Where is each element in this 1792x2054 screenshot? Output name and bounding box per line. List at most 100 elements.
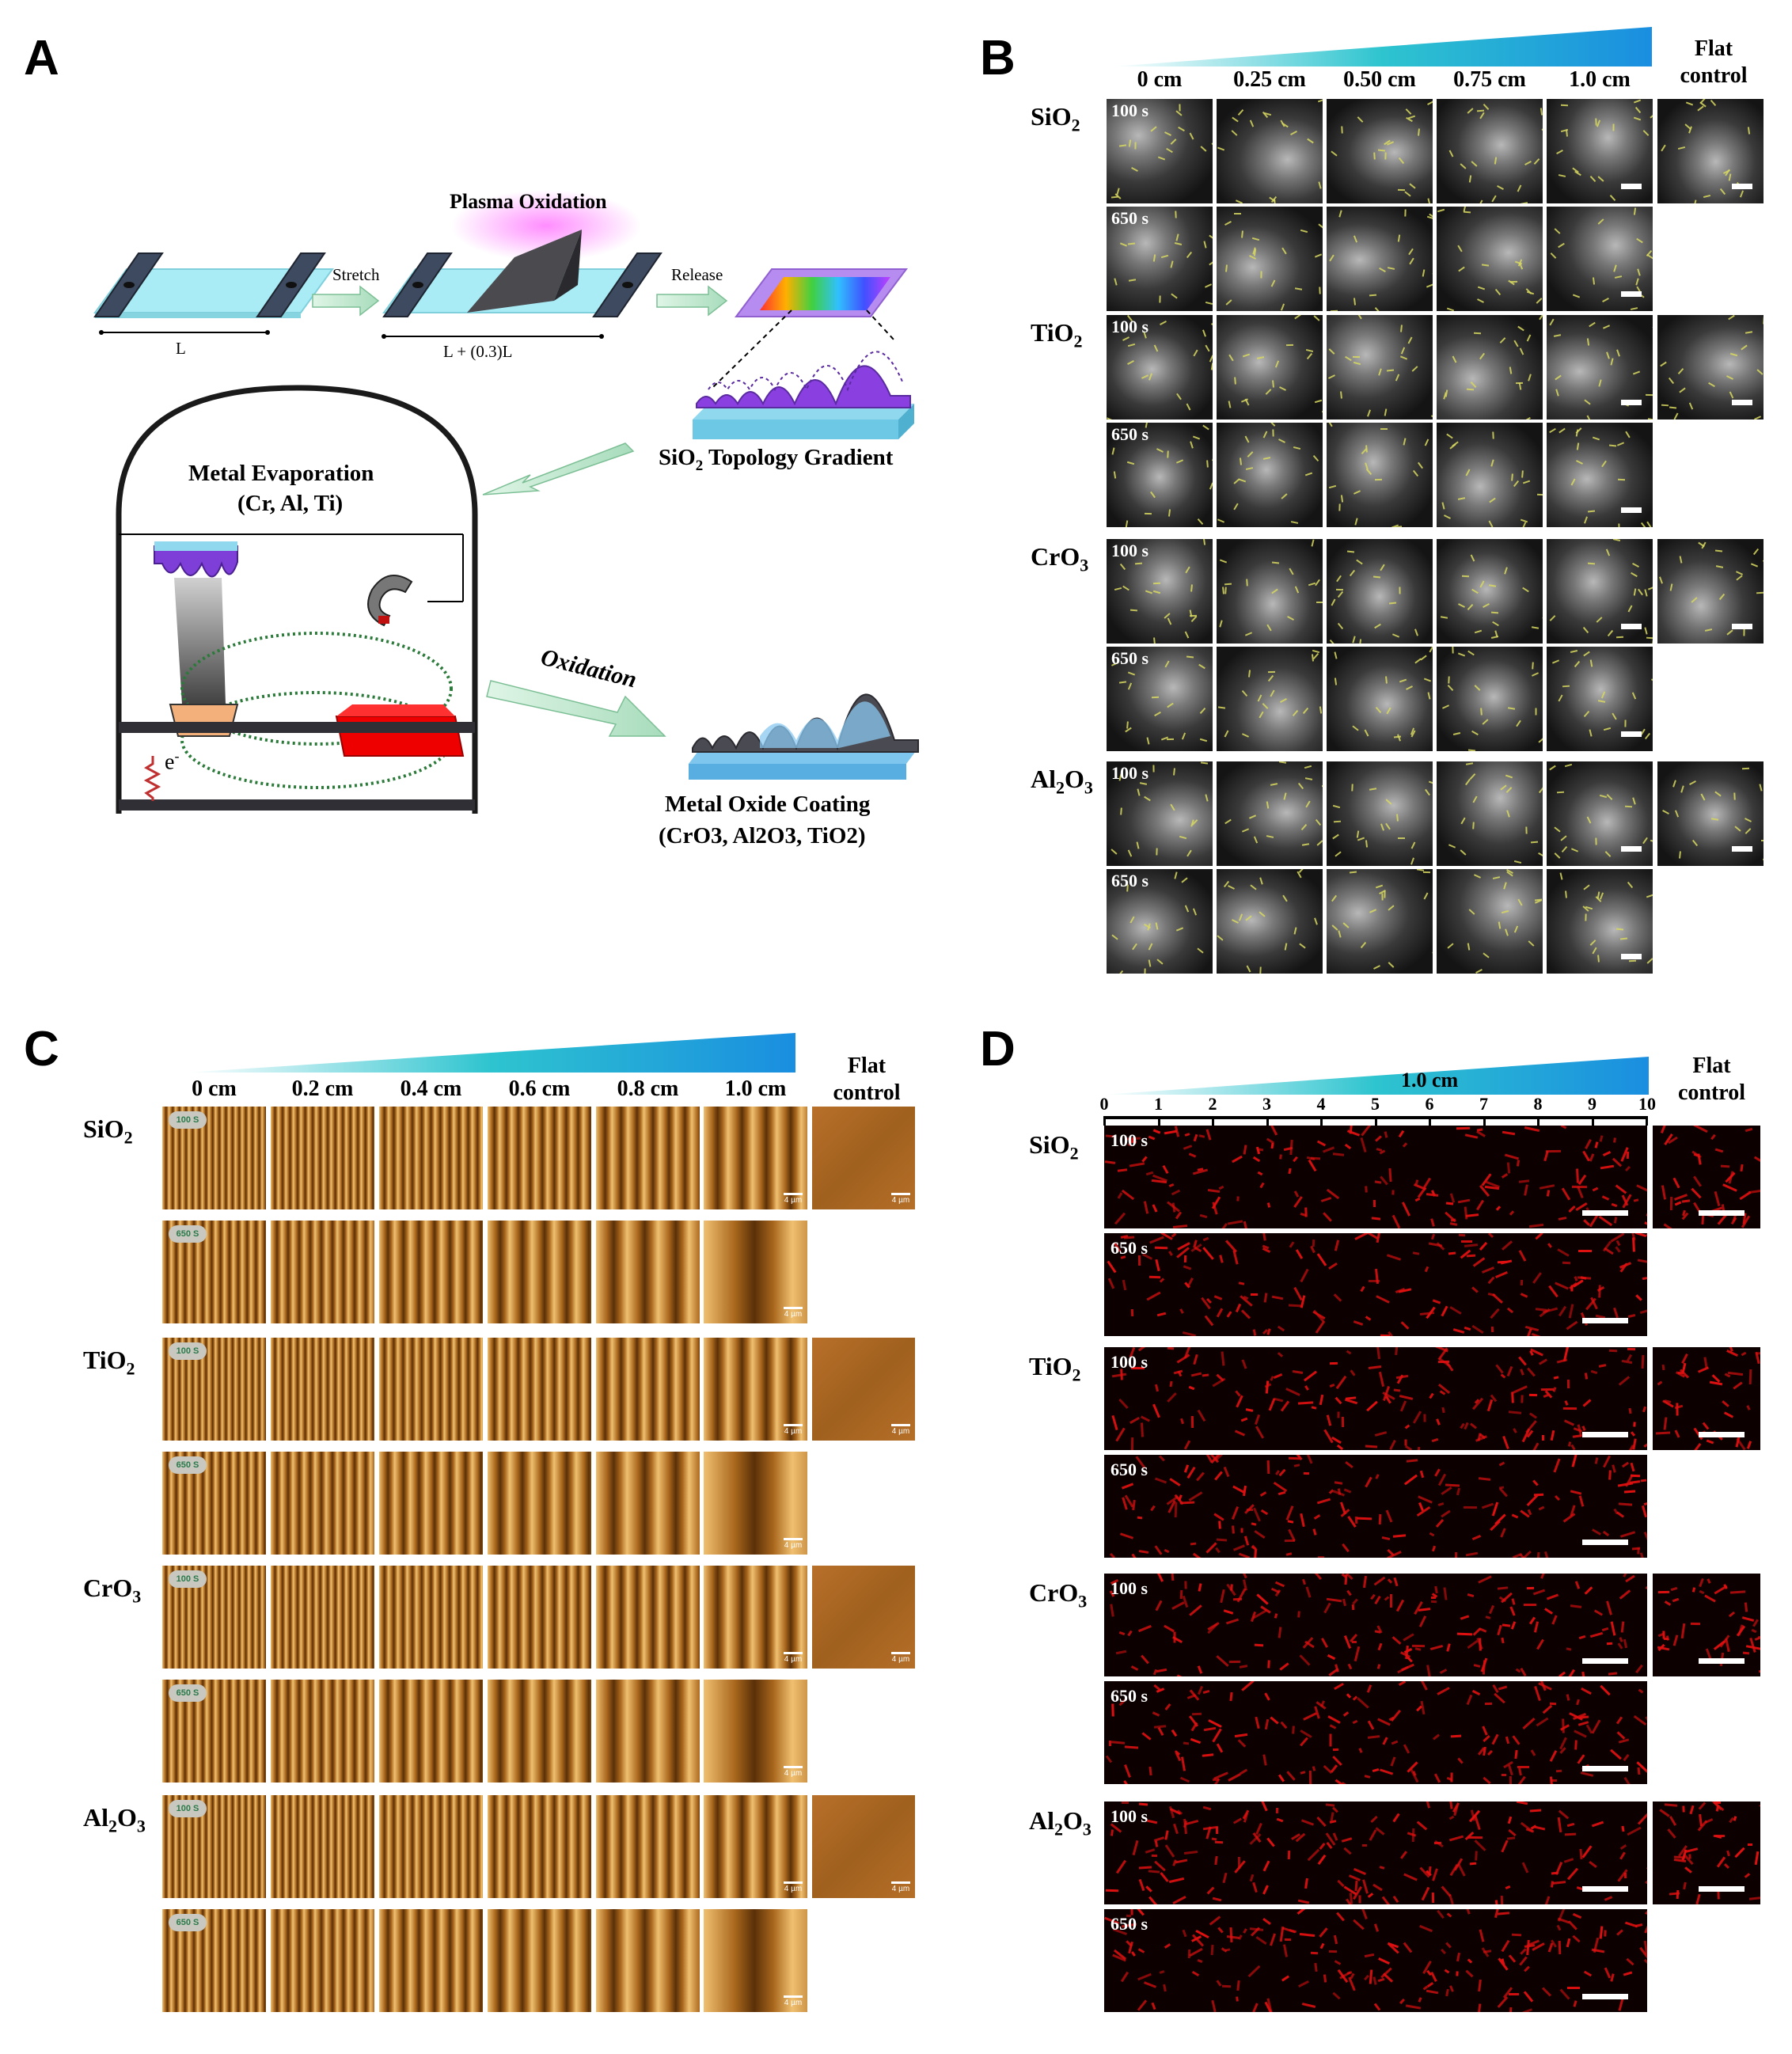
cell-image-tile (1547, 869, 1653, 974)
afm-image-tile (379, 1566, 483, 1669)
ruler-tick (1103, 1116, 1106, 1126)
cell-image-tile: 650 s (1107, 647, 1213, 751)
afm-image-tile: 4 µm (812, 1795, 915, 1898)
afm-image-tile: 650 S (162, 1680, 266, 1783)
afm-scale-bar: 4 µm (891, 1193, 910, 1205)
time-label: 100 s (1111, 1578, 1148, 1598)
ruler-tick-label: 10 (1638, 1094, 1656, 1114)
coating-title-label: Metal Oxide Coating (665, 792, 871, 817)
afm-scale-text: 4 µm (891, 1427, 910, 1436)
ruler-tick (1157, 1116, 1160, 1126)
afm-image-tile: 4 µm (812, 1338, 915, 1441)
afm-image-tile: 650 S (162, 1221, 266, 1323)
flat-control-tile (1653, 1126, 1760, 1228)
panel-d-gradient-wedge (1103, 1057, 1649, 1095)
afm-scale-text: 4 µm (891, 1655, 910, 1664)
afm-image-tile: 4 µm (704, 1909, 807, 2012)
cell-image-tile (1217, 207, 1323, 311)
panel-c-column-label: 0.4 cm (400, 1076, 462, 1101)
time-label: 650 s (1111, 1460, 1148, 1479)
afm-image-tile (596, 1221, 700, 1323)
scale-bar (1582, 1318, 1628, 1323)
afm-scale-text: 4 µm (784, 1655, 803, 1664)
afm-scale-text: 4 µm (784, 1310, 803, 1319)
afm-time-badge: 650 S (169, 1225, 207, 1243)
flat-word: Flat (1692, 1054, 1731, 1078)
time-label: 650 s (1111, 648, 1149, 668)
fluorescence-strip: 100 s (1104, 1802, 1647, 1904)
cell-image-tile (1217, 869, 1323, 974)
ruler-tick-label: 1 (1154, 1094, 1163, 1114)
afm-image-tile (488, 1221, 591, 1323)
panel-b-gradient-wedge (1112, 27, 1652, 66)
panel-d-flat-control-label: Flat control (1658, 1053, 1765, 1107)
length-stretched-label: L + (0.3)L (443, 342, 513, 361)
ruler-tick-label: 3 (1262, 1094, 1271, 1114)
afm-image-tile: 4 µm (704, 1452, 807, 1555)
cell-image-tile (1217, 761, 1323, 866)
cell-image-tile (1547, 99, 1653, 203)
panel-b-material-label: SiO2 (1031, 102, 1080, 135)
cell-image-tile: 650 s (1107, 869, 1213, 974)
panel-d-material-label: SiO2 (1029, 1130, 1079, 1164)
panel-b-column-label: 0.75 cm (1453, 67, 1526, 92)
ruler-tick (1212, 1116, 1214, 1126)
scale-bar (1732, 846, 1752, 852)
afm-image-tile (379, 1680, 483, 1783)
ruler-tick-label: 0 (1099, 1094, 1109, 1114)
panel-letter-a: A (24, 31, 59, 85)
cell-image-tile (1657, 761, 1764, 866)
control-word: control (1677, 1080, 1746, 1105)
panel-c-gradient-wedge (186, 1033, 795, 1073)
afm-image-tile: 100 S (162, 1338, 266, 1441)
time-label: 650 s (1111, 1914, 1148, 1934)
afm-image-tile: 4 µm (704, 1680, 807, 1783)
electron-symbol: e (165, 750, 175, 775)
cell-image-tile (1437, 869, 1543, 974)
time-label: 100 s (1111, 1806, 1148, 1826)
coating-list-label: (CrO3, Al2O3, TiO2) (659, 823, 866, 849)
panel-b-column-label: 0 cm (1137, 67, 1183, 92)
afm-image-tile: 650 S (162, 1452, 266, 1555)
afm-image-tile (596, 1909, 700, 2012)
afm-image-tile (596, 1680, 700, 1783)
fluorescence-strip: 650 s (1104, 1909, 1647, 2012)
cell-image-tile (1327, 315, 1433, 420)
afm-scale-bar: 4 µm (784, 1307, 803, 1319)
cell-image-tile (1547, 315, 1653, 420)
cell-image-tile (1437, 315, 1543, 420)
panel-b-material-label: TiO2 (1031, 318, 1083, 351)
cell-image-tile (1327, 761, 1433, 866)
cell-image-tile (1657, 315, 1764, 420)
cell-image-tile (1437, 99, 1543, 203)
afm-image-tile: 100 S (162, 1566, 266, 1669)
afm-image-tile (488, 1680, 591, 1783)
afm-time-badge: 100 S (169, 1570, 207, 1588)
time-label: 100 s (1111, 541, 1149, 560)
flat-control-tile (1653, 1802, 1760, 1904)
afm-scale-bar: 4 µm (891, 1881, 910, 1893)
cell-image-tile (1437, 761, 1543, 866)
ruler-tick (1483, 1116, 1486, 1126)
ruler-tick (1646, 1116, 1648, 1126)
cell-image-tile (1547, 423, 1653, 527)
afm-scale-text: 4 µm (891, 1885, 910, 1893)
topology-gradient-subscript: 2 (695, 457, 704, 474)
afm-time-badge: 650 S (169, 1914, 207, 1931)
afm-image-tile (271, 1452, 374, 1555)
panel-c-column-label: 0.6 cm (508, 1076, 571, 1101)
ruler-tick-label: 2 (1208, 1094, 1217, 1114)
scale-bar (1699, 1210, 1745, 1216)
scale-bar (1621, 846, 1642, 852)
control-word: control (833, 1080, 901, 1105)
panel-letter-c: C (24, 1022, 59, 1076)
panel-c-column-label: 0 cm (192, 1076, 237, 1101)
flat-word: Flat (1694, 36, 1733, 61)
time-label: 650 s (1111, 1238, 1148, 1258)
ruler-tick (1374, 1116, 1377, 1126)
cell-image-tile: 100 s (1107, 539, 1213, 644)
panel-d-axis-title: 1.0 cm (1401, 1069, 1459, 1092)
afm-image-tile (379, 1221, 483, 1323)
afm-scale-bar: 4 µm (784, 1881, 803, 1893)
scale-bar (1582, 1658, 1628, 1664)
